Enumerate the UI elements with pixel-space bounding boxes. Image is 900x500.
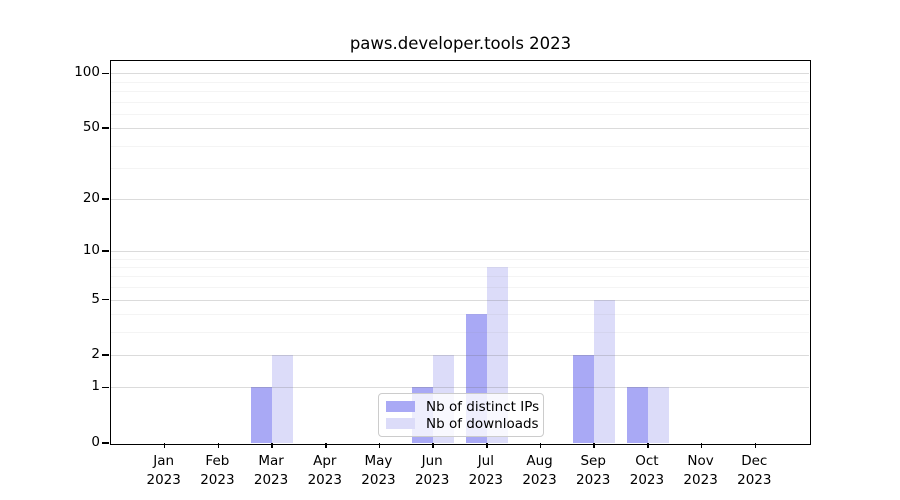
gridline-major-50 bbox=[111, 128, 809, 130]
gridline-minor-70 bbox=[111, 101, 809, 103]
gridline-minor-90 bbox=[111, 81, 809, 83]
y-tick-label-0: 0 bbox=[91, 434, 100, 450]
gridline-major-20 bbox=[111, 199, 809, 201]
x-tick-label-feb: Feb 2023 bbox=[200, 453, 235, 488]
x-tick-mar bbox=[271, 443, 273, 448]
legend-swatch-distinct-ips bbox=[386, 401, 415, 412]
y-tick-20 bbox=[102, 198, 109, 200]
x-tick-label-aug: Aug 2023 bbox=[522, 453, 557, 488]
legend-row-downloads: Nb of downloads bbox=[386, 415, 539, 432]
x-tick-label-jun: Jun 2023 bbox=[414, 453, 450, 488]
legend: Nb of distinct IPs Nb of downloads bbox=[378, 393, 544, 437]
y-tick-label-2: 2 bbox=[91, 346, 100, 363]
x-tick-apr bbox=[325, 443, 327, 448]
y-tick-0 bbox=[102, 442, 109, 444]
y-tick-label-1: 1 bbox=[91, 378, 100, 395]
gridline-minor-3 bbox=[111, 331, 809, 333]
plot-inner bbox=[102, 61, 809, 448]
x-tick-label-oct: Oct 2023 bbox=[629, 453, 665, 488]
y-tick-label-5: 5 bbox=[91, 290, 100, 307]
y-tick-label-10: 10 bbox=[82, 241, 100, 258]
bar-distinct-ips-mar bbox=[251, 387, 273, 443]
x-tick-nov bbox=[700, 443, 703, 448]
gridline-minor-7 bbox=[111, 276, 809, 278]
y-tick-50 bbox=[102, 127, 109, 129]
x-tick-dec bbox=[754, 443, 757, 448]
x-tick-jan bbox=[163, 443, 166, 448]
y-tick-5 bbox=[102, 298, 109, 301]
x-tick-aug bbox=[539, 443, 542, 448]
gridline-minor-80 bbox=[111, 91, 809, 93]
x-tick-may bbox=[378, 443, 381, 448]
chart-title: paws.developer.tools 2023 bbox=[349, 34, 572, 53]
legend-label-downloads: Nb of downloads bbox=[426, 415, 539, 432]
y-tick-1 bbox=[102, 386, 109, 389]
gridline-major-10 bbox=[111, 250, 809, 252]
y-tick-100 bbox=[102, 72, 109, 75]
x-tick-label-apr: Apr 2023 bbox=[307, 453, 342, 488]
bar-downloads-oct bbox=[647, 387, 669, 443]
gridline-minor-4 bbox=[111, 314, 809, 316]
gridline-minor-30 bbox=[111, 168, 809, 170]
bar-distinct-ips-oct bbox=[626, 387, 648, 443]
legend-row-distinct-ips: Nb of distinct IPs bbox=[386, 398, 540, 415]
y-tick-2 bbox=[102, 354, 109, 356]
bar-distinct-ips-sep bbox=[573, 355, 595, 443]
gridline-minor-9 bbox=[111, 258, 809, 260]
x-tick-label-nov: Nov 2023 bbox=[683, 453, 718, 488]
y-tick-label-50: 50 bbox=[82, 119, 100, 136]
y-tick-label-20: 20 bbox=[82, 190, 100, 207]
bar-downloads-mar bbox=[272, 355, 294, 443]
x-tick-sep bbox=[593, 443, 595, 448]
gridline-major-5 bbox=[111, 299, 809, 301]
y-tick-10 bbox=[102, 250, 109, 252]
y-tick-label-100: 100 bbox=[74, 64, 100, 81]
gridline-major-2 bbox=[111, 355, 809, 357]
x-tick-oct bbox=[647, 443, 649, 448]
gridline-minor-6 bbox=[111, 287, 809, 289]
x-tick-jun bbox=[432, 443, 434, 448]
bar-downloads-sep bbox=[594, 299, 616, 443]
legend-swatch-downloads bbox=[386, 418, 415, 429]
x-tick-label-may: May 2023 bbox=[361, 453, 396, 488]
x-tick-jul bbox=[486, 443, 488, 448]
gridline-minor-8 bbox=[111, 267, 809, 269]
legend-label-distinct-ips: Nb of distinct IPs bbox=[426, 398, 540, 415]
gridline-minor-40 bbox=[111, 145, 809, 147]
gridline-major-100 bbox=[111, 73, 809, 75]
gridline-major-1 bbox=[111, 387, 809, 389]
x-tick-label-sep: Sep 2023 bbox=[576, 453, 611, 488]
gridline-minor-60 bbox=[111, 113, 809, 115]
plot-area: Nb of distinct IPs Nb of downloads bbox=[102, 60, 811, 448]
x-tick-label-mar: Mar 2023 bbox=[253, 453, 289, 488]
x-tick-feb bbox=[217, 443, 220, 448]
x-tick-label-jul: Jul 2023 bbox=[468, 453, 504, 488]
x-tick-label-jan: Jan 2023 bbox=[146, 453, 181, 488]
x-tick-label-dec: Dec 2023 bbox=[737, 453, 772, 488]
